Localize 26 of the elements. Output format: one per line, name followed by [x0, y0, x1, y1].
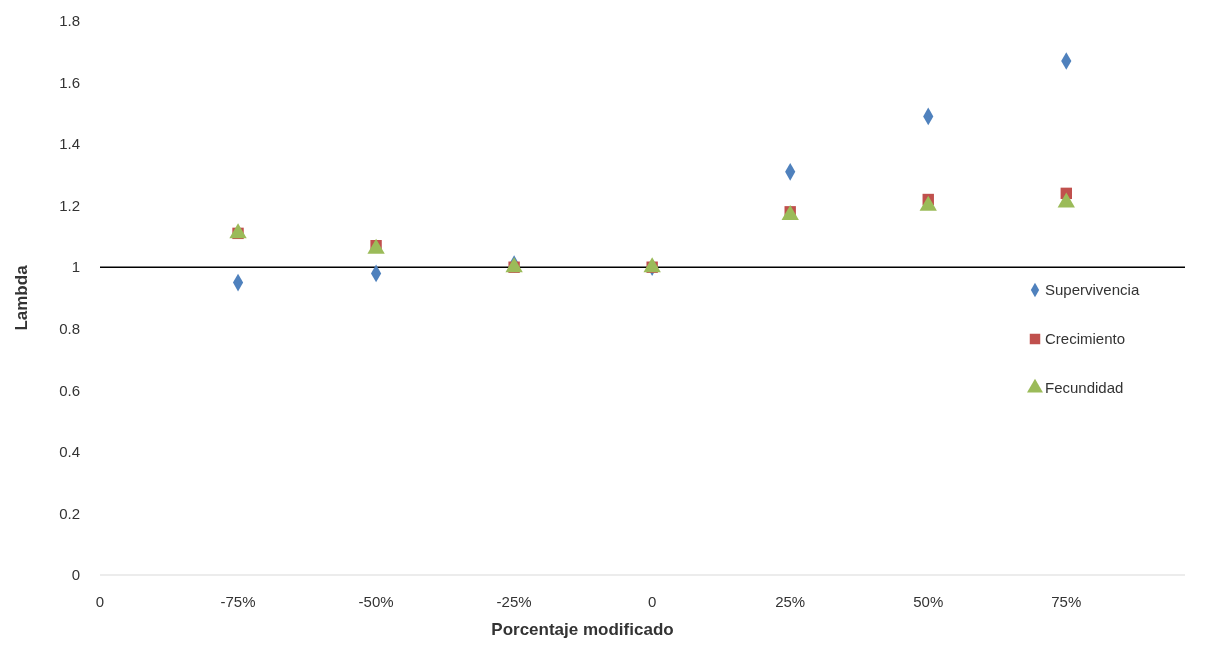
legend-label: Supervivencia	[1045, 281, 1140, 299]
x-tick-label: 0	[647, 593, 657, 610]
y-tick-label: 0.4	[59, 443, 80, 461]
x-tick-label: 25%	[775, 593, 806, 610]
y-tick-label: 0.2	[59, 504, 80, 522]
point	[229, 223, 247, 239]
legend-label: Fecundidad	[1045, 379, 1124, 397]
y-tick-label: 1	[71, 258, 80, 276]
y-tick-label: 1.8	[59, 12, 80, 30]
x-tick-label: 75%	[1051, 593, 1082, 610]
point	[505, 257, 523, 273]
y-axis-title: Lambda	[12, 264, 31, 331]
x-tick-label: 50%	[913, 593, 944, 610]
x-tick-label: -25%	[496, 593, 532, 610]
legend-label: Crecimiento	[1045, 330, 1126, 348]
y-tick-label: 1.2	[59, 196, 80, 214]
point	[643, 257, 661, 273]
y-tick-label: 1.6	[59, 73, 80, 91]
y-tick-label: 0.6	[59, 381, 80, 399]
x-tick-label: -50%	[358, 593, 394, 610]
y-tick-label: 0.8	[59, 320, 80, 338]
x-axis-title: Porcentaje modificado	[491, 620, 674, 639]
y-tick-label: 1.4	[59, 135, 80, 153]
x-tick-label: 0	[95, 593, 105, 610]
x-tick-label: -75%	[220, 593, 256, 610]
y-tick-label: 0	[71, 566, 80, 584]
